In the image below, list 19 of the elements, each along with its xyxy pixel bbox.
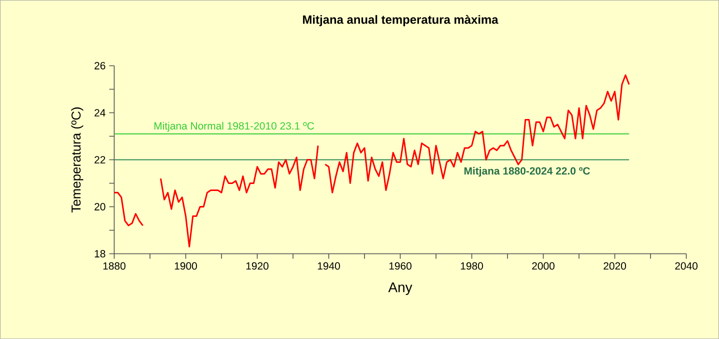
- x-tick-label: 1940: [318, 262, 340, 270]
- x-tick-label: 1980: [460, 262, 483, 270]
- y-tick-label: 22: [94, 156, 106, 164]
- x-tick-label: 1900: [174, 262, 197, 270]
- x-tick-label: 1920: [246, 262, 268, 270]
- x-tick-label: 2020: [604, 262, 626, 270]
- y-tick-label: 26: [94, 62, 106, 70]
- x-tick-label: 1960: [389, 262, 412, 270]
- y-tick-label: 20: [94, 203, 106, 210]
- x-axis-title: Any: [388, 282, 412, 296]
- y-tick-label: 24: [94, 109, 106, 116]
- x-tick-label: 2040: [675, 262, 698, 270]
- ref-line-label: Mitjana Normal 1981-2010 23.1 ºC: [154, 122, 314, 132]
- x-tick-label: 1880: [103, 262, 126, 270]
- chart-title: Mitjana anual temperatura màxima: [303, 14, 498, 26]
- ref-line-label: Mitjana 1880-2024 22.0 ºC: [464, 166, 590, 177]
- x-tick-label: 2000: [532, 262, 554, 270]
- y-tick-label: 18: [94, 250, 106, 258]
- y-axis-title: Temeperatura (ºC): [71, 107, 84, 213]
